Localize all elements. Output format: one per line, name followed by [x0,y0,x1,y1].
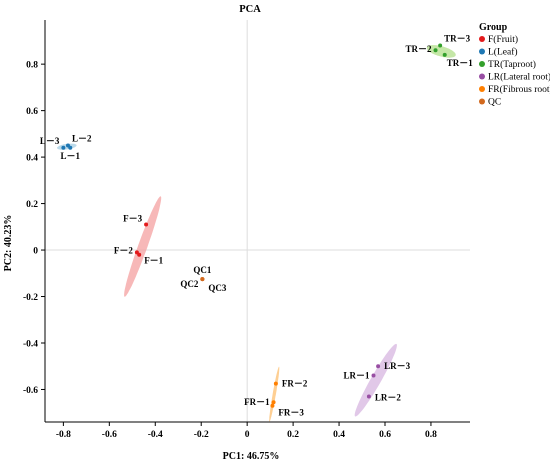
data-point [366,394,371,399]
data-point [271,400,276,405]
x-tick-label: 0.6 [379,430,391,440]
data-point [371,373,376,378]
y-tick-label: 0.6 [26,107,38,117]
y-tick-label: -0.2 [23,293,38,303]
x-tick-label: -0.4 [148,430,163,440]
point-label: F－3 [123,213,142,223]
legend-label: L(Leaf) [488,47,518,58]
point-label: TR－3 [444,34,471,44]
point-label: FR－3 [278,408,304,418]
y-tick-label: 0.4 [26,154,38,164]
legend-marker [479,98,485,105]
legend-label: QC [488,98,501,108]
point-label: TR－2 [406,44,433,54]
point-label: L－3 [40,136,60,146]
point-label: LR－2 [375,392,402,402]
confidence-ellipse [269,366,280,422]
plot-area: F－3 F－2 F－1 L－3 L－2 L－1 TR－3 TR－2 TR－1 LR－3 LR－1 LR… [23,20,473,440]
legend-title: Group [479,22,508,33]
x-tick-label: -0.6 [102,430,117,440]
legend-label: FR(Fibrous root) [488,84,550,95]
legend-label: LR(Lateral root) [488,72,550,83]
point-label: QC3 [208,283,227,293]
y-axis-title: PC2: 40.23% [3,215,14,272]
legend-marker [479,36,485,42]
y-tick-label: -0.6 [23,386,38,396]
point-label: F－2 [114,245,133,255]
point-label: QC1 [193,265,212,275]
chart-title: PCA [239,4,261,15]
point-label: LR－1 [343,371,370,381]
x-axis-title: PC1: 46.75% [223,451,280,462]
x-tick-label: 0.2 [287,430,299,440]
y-tick-label: 0 [33,247,38,257]
data-point [200,277,205,282]
point-label: L－2 [72,133,92,143]
x-tick-label: -0.2 [194,430,209,440]
data-point [144,222,149,227]
confidence-ellipse [426,45,456,58]
point-label: TR－1 [447,58,474,68]
y-tick-label: 0.2 [26,200,38,210]
y-tick-label: -0.4 [23,339,38,349]
legend-marker [479,61,485,67]
point-label: FR－1 [244,397,270,407]
point-label: FR－2 [282,379,308,389]
confidence-ellipse [124,196,162,297]
x-tick-label: 0.4 [333,430,345,440]
y-tick-label: 0.8 [26,61,38,71]
data-point [270,403,275,408]
data-point [376,364,381,369]
data-point [137,252,142,257]
x-tick-label: 0 [245,430,250,440]
confidence-ellipse [354,343,397,417]
legend-marker [479,86,485,92]
legend-marker [479,48,485,55]
data-point [442,52,447,57]
point-label: L－1 [61,151,81,161]
data-point [61,145,66,150]
data-point [438,43,443,48]
point-label: F－1 [144,256,163,266]
legend: Group F(Fruit) L(Leaf)TR(Taproot) LR(Later… [479,22,550,108]
data-point [433,48,438,53]
x-tick-label: -0.8 [56,430,71,440]
legend-marker [479,73,485,80]
legend-label: TR(Taproot) [488,59,536,70]
x-tick-label: 0.8 [425,430,437,440]
point-label: LR－3 [384,361,411,371]
data-point [68,145,73,150]
legend-label: F(Fruit) [488,34,518,45]
data-point [273,381,278,386]
point-label: QC2 [180,279,199,289]
